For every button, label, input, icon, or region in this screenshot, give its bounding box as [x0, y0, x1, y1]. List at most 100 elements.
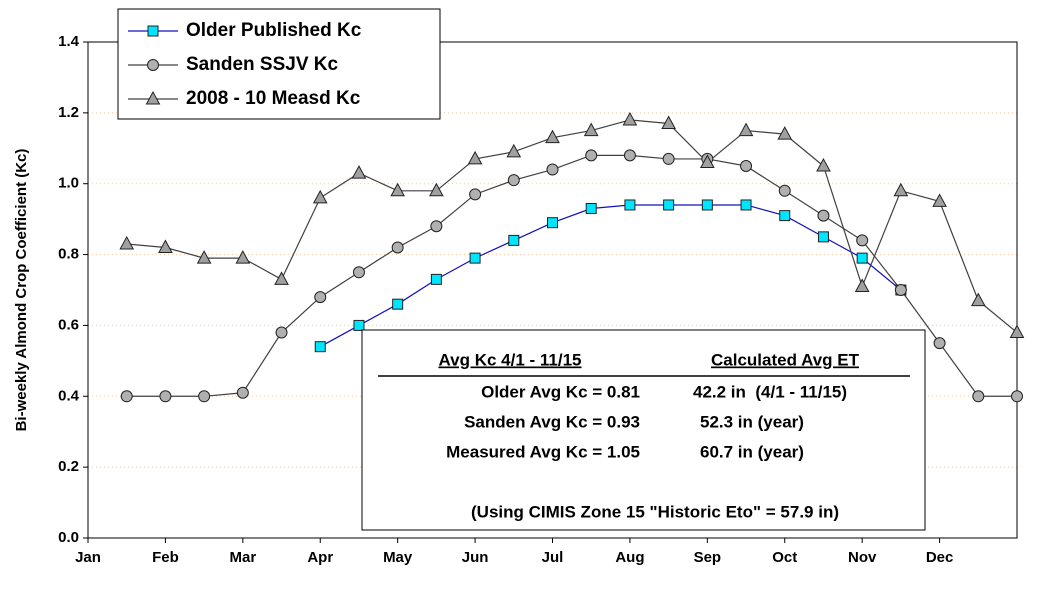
x-tick-label: Oct [772, 549, 797, 566]
legend-label: 2008 - 10 Measd Kc [186, 88, 361, 109]
marker [352, 266, 365, 279]
marker [699, 154, 715, 168]
marker [817, 209, 830, 222]
x-tick-label: May [383, 549, 413, 566]
marker [622, 111, 638, 126]
marker [779, 210, 791, 222]
legend-marker [147, 25, 159, 37]
legend-marker [145, 90, 161, 105]
legend-label: Older Published Kc [186, 20, 362, 41]
annotation-cell: Sanden Avg Kc = 0.93 [464, 412, 640, 431]
marker [894, 284, 907, 296]
marker [274, 271, 289, 285]
marker [932, 193, 947, 207]
legend-box [117, 8, 441, 120]
annotation-cell: 42.2 in (4/1 - 11/15) [693, 382, 847, 401]
marker [158, 239, 173, 253]
marker [817, 231, 829, 243]
marker [508, 234, 520, 246]
x-tick-label: Dec [926, 549, 954, 566]
marker [585, 203, 597, 215]
marker [585, 149, 598, 162]
marker [663, 199, 675, 211]
marker [392, 298, 404, 310]
series-line [319, 204, 902, 348]
marker [198, 390, 211, 403]
marker [351, 165, 367, 179]
annotation-header: Avg Kc 4/1 - 11/15 [438, 350, 581, 369]
x-tick-label: Mar [229, 549, 256, 566]
marker [119, 235, 135, 250]
marker [314, 291, 327, 304]
marker [430, 273, 442, 285]
marker [777, 126, 793, 140]
y-tick-label: 0.8 [58, 246, 79, 263]
marker [430, 220, 443, 233]
y-tick-label: 0.6 [58, 316, 79, 333]
annotation-cell: 60.7 in (year) [700, 442, 804, 461]
marker [661, 115, 676, 129]
marker [236, 386, 249, 399]
legend-label: Sanden SSJV Kc [186, 54, 338, 75]
annotation-cell: 52.3 in (year) [700, 412, 804, 431]
marker [738, 122, 754, 137]
marker [196, 250, 212, 264]
marker [469, 188, 482, 201]
annotation-cell: Measured Avg Kc = 1.05 [446, 442, 640, 461]
x-tick-label: Jan [75, 549, 101, 566]
marker [583, 122, 599, 137]
marker [854, 278, 870, 292]
series-line [126, 154, 1017, 397]
x-tick-label: Sep [694, 549, 722, 566]
marker [314, 341, 326, 353]
plot-frame [87, 41, 1018, 539]
x-tick-label: Feb [152, 549, 179, 566]
y-tick-label: 1.2 [58, 104, 79, 121]
annotation-header: Calculated Avg ET [711, 350, 860, 369]
marker [469, 252, 481, 264]
y-tick-label: 1.0 [58, 175, 79, 192]
y-tick-label: 0.4 [58, 387, 80, 404]
y-tick-label: 0.0 [58, 529, 79, 546]
marker [353, 319, 365, 331]
x-tick-label: Apr [307, 549, 333, 566]
marker [429, 182, 444, 197]
marker [507, 174, 520, 187]
marker [467, 150, 483, 165]
x-tick-label: Jun [462, 549, 489, 566]
marker [740, 160, 753, 172]
x-tick-label: Jul [542, 549, 564, 566]
marker [546, 163, 559, 176]
marker [1011, 390, 1023, 403]
annotation-box [361, 329, 926, 531]
legend-marker [147, 59, 159, 71]
y-tick-label: 1.4 [58, 33, 80, 50]
marker [856, 252, 868, 264]
marker [275, 326, 288, 339]
marker [547, 217, 558, 229]
marker [933, 337, 946, 350]
marker [312, 189, 328, 204]
marker [120, 390, 133, 403]
marker [235, 250, 251, 264]
marker [970, 292, 986, 307]
marker [816, 157, 831, 172]
annotation-note: (Using CIMIS Zone 15 "Historic Eto" = 57… [471, 502, 839, 521]
x-tick-label: Aug [615, 549, 644, 566]
marker [545, 129, 560, 144]
x-tick-label: Nov [848, 549, 877, 566]
marker [623, 149, 636, 162]
annotation-cell: Older Avg Kc = 0.81 [481, 382, 640, 401]
y-tick-label: 0.2 [58, 458, 79, 475]
series-line [126, 119, 1018, 333]
marker [390, 182, 406, 197]
marker [159, 390, 172, 403]
marker [624, 199, 636, 211]
marker [893, 182, 909, 197]
marker [972, 390, 985, 403]
marker [778, 184, 791, 197]
y-axis-label: Bi-weekly Almond Crop Coefficient (Kc) [13, 149, 30, 432]
marker [856, 234, 869, 247]
marker [662, 152, 675, 165]
